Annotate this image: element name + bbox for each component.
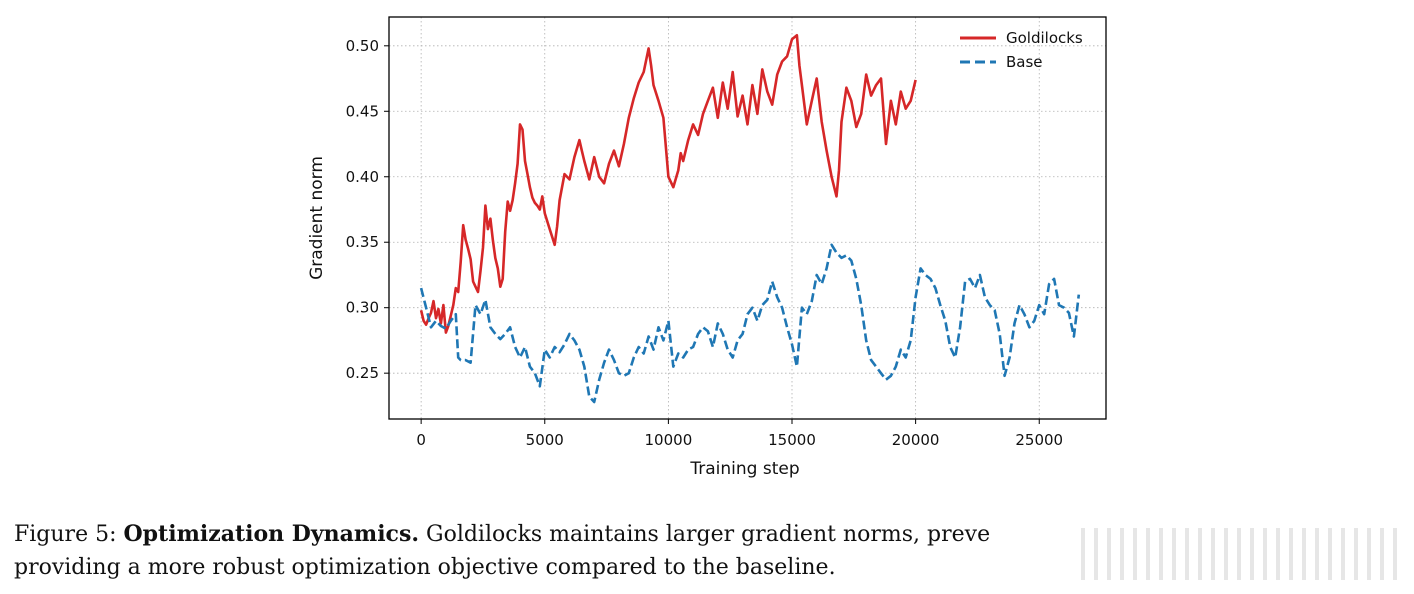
grid	[389, 17, 1106, 419]
figure-caption: Figure 5: Optimization Dynamics. Goldilo…	[14, 518, 1399, 584]
x-tick-label: 25000	[1015, 431, 1063, 449]
caption-text-1: Goldilocks maintains larger gradient nor…	[419, 522, 991, 547]
x-tick-label: 0	[416, 431, 426, 449]
y-tick-label: 0.50	[346, 37, 379, 55]
caption-bold-title: Optimization Dynamics.	[123, 521, 420, 547]
line-chart: 0 5000 10000 15000 20000 25000 0.25 0.30 0.35 0.4…	[307, 16, 1107, 479]
series-lines	[419, 33, 1081, 404]
y-tick-label: 0.40	[346, 168, 379, 186]
series-line-goldilocks	[419, 33, 917, 334]
series-line-base	[419, 243, 1081, 404]
y-axis-label: Gradient norm	[307, 156, 327, 280]
x-tick-label: 10000	[645, 431, 693, 449]
legend-label-base: Base	[1006, 53, 1043, 71]
x-tick-label: 5000	[526, 431, 564, 449]
y-tick-label: 0.30	[346, 299, 379, 317]
figure: 0 5000 10000 15000 20000 25000 0.25 0.30 0.35 0.4…	[307, 16, 1107, 479]
caption-line-2: providing a more robust optimization obj…	[14, 555, 836, 580]
axis-ticks: 0 5000 10000 15000 20000 25000 0.25 0.30 0.35 0.4…	[346, 37, 1064, 449]
legend: Goldilocks Base	[960, 29, 1083, 71]
caption-line-1: Figure 5: Optimization Dynamics. Goldilo…	[14, 518, 1399, 551]
y-tick-label: 0.35	[346, 233, 379, 251]
x-tick-label: 15000	[768, 431, 816, 449]
x-tick-label: 20000	[892, 431, 940, 449]
caption-label: Figure 5:	[14, 522, 117, 547]
y-tick-label: 0.45	[346, 102, 379, 120]
legend-label-goldilocks: Goldilocks	[1006, 29, 1083, 47]
plot-frame	[388, 16, 1107, 420]
y-tick-label: 0.25	[346, 364, 379, 382]
obscured-caption-region	[1072, 528, 1399, 580]
x-axis-label: Training step	[689, 459, 799, 479]
